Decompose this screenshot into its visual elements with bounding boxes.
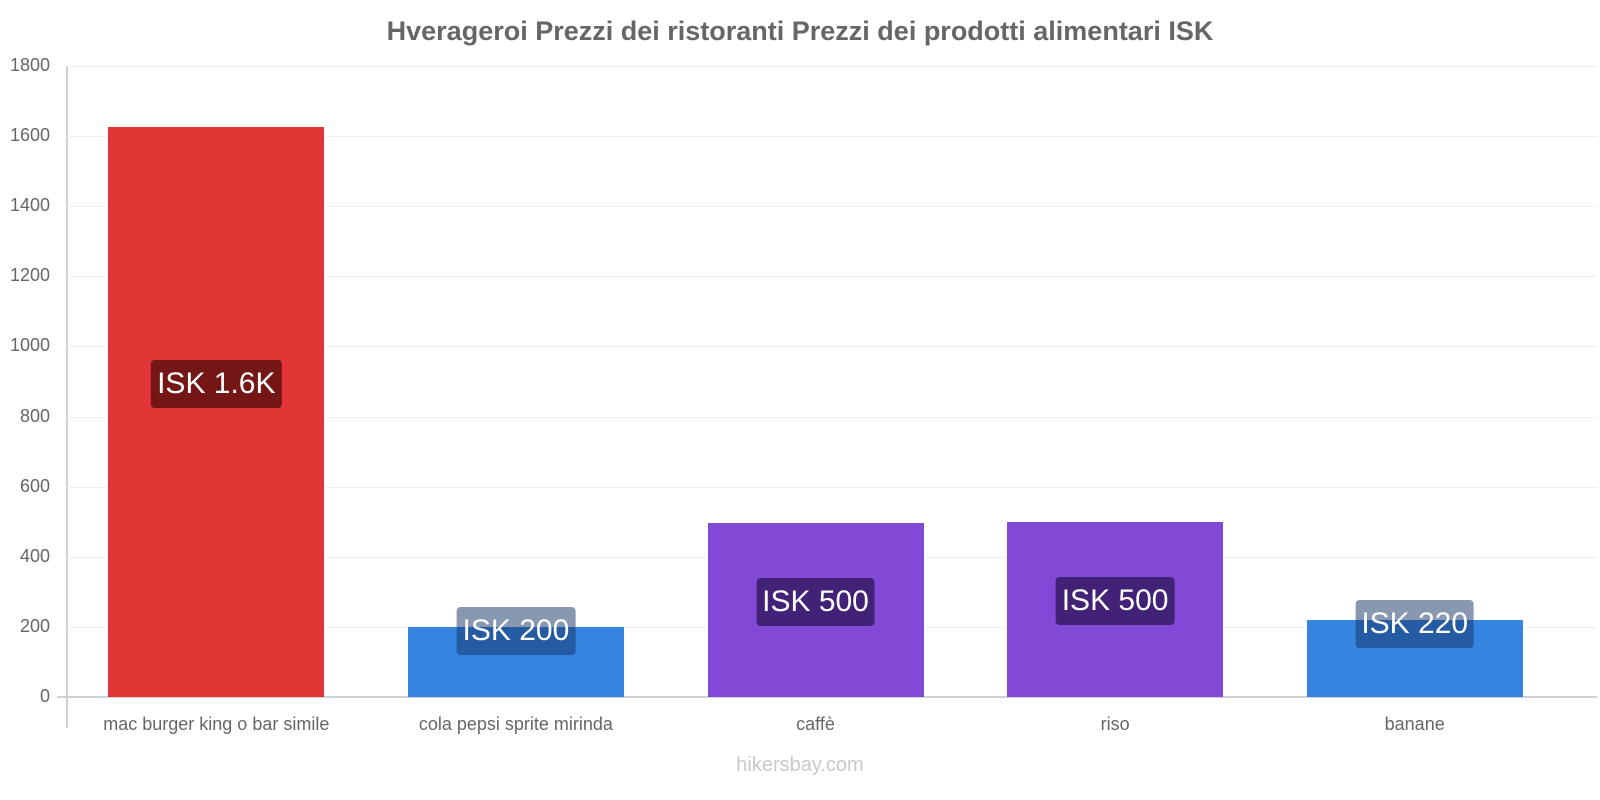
gridline (67, 206, 1597, 207)
gridline (67, 66, 1597, 67)
bar-value-label: ISK 500 (756, 577, 875, 626)
x-axis (57, 696, 1597, 698)
x-tick-label: mac burger king o bar simile (103, 714, 330, 734)
y-axis (66, 66, 68, 728)
y-tick-label: 600 (19, 476, 50, 496)
x-tick-label: riso (1100, 714, 1130, 734)
y-tick-label: 1200 (9, 265, 50, 285)
y-tick-label: 1600 (9, 125, 50, 145)
bar-value-label: ISK 500 (1055, 576, 1175, 625)
y-tick-label: 0 (39, 686, 50, 706)
y-tick-label: 1800 (9, 55, 50, 75)
bar-value-label: ISK 1.6K (151, 359, 282, 408)
x-tick-label: cola pepsi sprite mirinda (418, 714, 613, 734)
gridline (67, 346, 1597, 347)
y-tick-label: 1000 (9, 335, 50, 355)
y-tick-label: 1400 (9, 195, 50, 215)
x-tick-label: caffè (796, 714, 835, 734)
gridline (67, 136, 1597, 137)
gridline (67, 417, 1597, 418)
gridline (67, 276, 1597, 277)
bar-value-label: ISK 200 (456, 606, 576, 655)
x-tick-label: banane (1384, 714, 1445, 734)
y-tick-label: 400 (19, 546, 50, 566)
bar-value-label: ISK 220 (1355, 599, 1475, 648)
chart-title: Hverageroi Prezzi dei ristoranti Prezzi … (386, 16, 1214, 46)
gridline (67, 487, 1597, 488)
y-tick-label: 800 (19, 406, 50, 426)
bar[interactable] (108, 127, 325, 697)
watermark: hikersbay.com (736, 754, 864, 776)
y-tick-label: 200 (19, 616, 50, 636)
